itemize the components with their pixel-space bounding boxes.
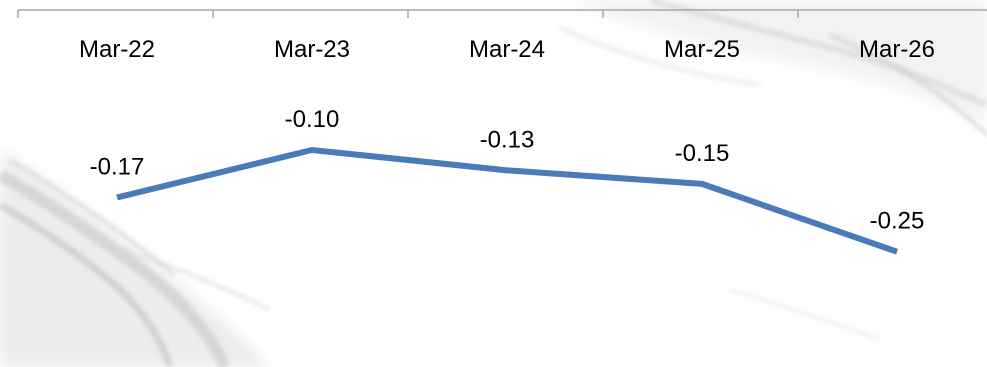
x-tick-label: Mar-26	[859, 36, 935, 63]
data-label: -0.15	[675, 140, 730, 167]
x-tick-label: Mar-24	[469, 36, 545, 63]
series-layer: -0.17 -0.10 -0.13 -0.15 -0.25	[90, 106, 925, 255]
data-label: -0.13	[480, 126, 535, 153]
x-tick-label: Mar-25	[664, 36, 740, 63]
x-axis: Mar-22 Mar-23 Mar-24 Mar-25 Mar-26	[17, 9, 987, 63]
data-label: -0.25	[870, 208, 925, 235]
data-label: -0.10	[285, 106, 340, 133]
series-line	[116, 146, 898, 255]
data-label: -0.17	[90, 153, 145, 180]
x-tick-label: Mar-22	[79, 36, 155, 63]
x-tick-label: Mar-23	[274, 36, 350, 63]
